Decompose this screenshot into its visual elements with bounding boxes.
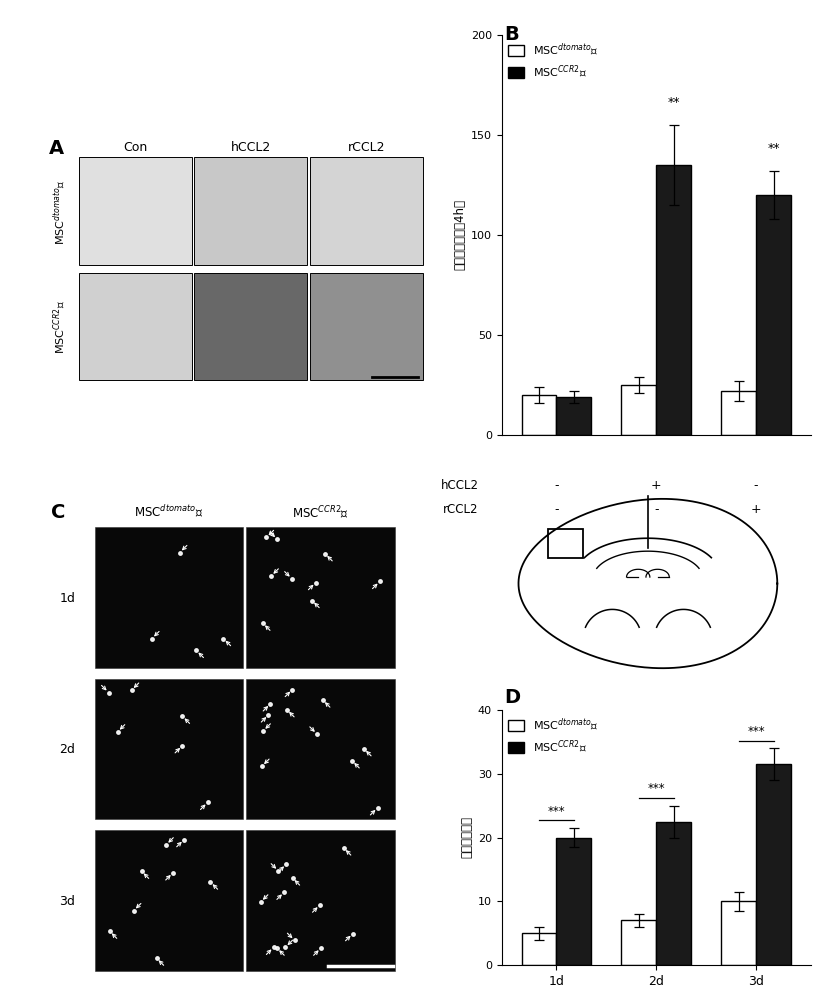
Text: **: **	[767, 142, 780, 155]
Text: D: D	[505, 688, 521, 707]
Text: **: **	[667, 96, 680, 109]
Legend: MSC$^{dtomato}$组, MSC$^{CCR2}$组: MSC$^{dtomato}$组, MSC$^{CCR2}$组	[504, 37, 603, 85]
Text: 2d: 2d	[59, 743, 75, 756]
Bar	[522, 933, 557, 965]
Text: MSC$^{CCR2}$组: MSC$^{CCR2}$组	[292, 505, 349, 521]
Text: hCCL2: hCCL2	[231, 141, 271, 154]
Text: rCCL2: rCCL2	[443, 503, 479, 516]
Bar	[194, 273, 308, 380]
Bar	[548, 529, 584, 558]
Bar	[79, 157, 192, 265]
Text: -: -	[554, 503, 558, 516]
Bar	[621, 920, 656, 965]
Legend: MSC$^{dtomato}$组, MSC$^{CCR2}$组: MSC$^{dtomato}$组, MSC$^{CCR2}$组	[504, 712, 603, 760]
Bar	[94, 527, 243, 668]
Bar	[247, 830, 395, 971]
Text: -: -	[754, 479, 758, 492]
Bar	[194, 157, 308, 265]
Text: -: -	[554, 479, 558, 492]
Bar	[756, 195, 791, 435]
Bar	[79, 273, 192, 380]
Text: MSC$^{dtomato}$组: MSC$^{dtomato}$组	[135, 505, 204, 521]
Bar	[247, 679, 395, 819]
Text: ***: ***	[548, 805, 565, 818]
Text: hCCL2: hCCL2	[441, 479, 479, 492]
Bar	[247, 527, 395, 668]
Text: +: +	[751, 503, 762, 516]
Text: MSC$^{dtomato}$组: MSC$^{dtomato}$组	[52, 179, 69, 245]
Bar	[557, 837, 591, 965]
Text: rCCL2: rCCL2	[348, 141, 385, 154]
Bar	[309, 157, 423, 265]
Y-axis label: 每视野细胞数: 每视野细胞数	[461, 816, 473, 858]
Bar	[721, 391, 756, 435]
Text: 1d: 1d	[59, 592, 75, 605]
Bar	[756, 764, 791, 965]
Text: +: +	[651, 479, 661, 492]
Text: -: -	[654, 503, 659, 516]
Bar	[557, 397, 591, 435]
Text: A: A	[48, 139, 64, 158]
Text: 3d: 3d	[59, 895, 75, 908]
Bar	[621, 385, 656, 435]
Text: C: C	[51, 503, 65, 522]
Bar	[522, 395, 557, 435]
Text: MSC$^{CCR2}$组: MSC$^{CCR2}$组	[52, 301, 69, 354]
Bar	[656, 822, 691, 965]
Y-axis label: 每视野细胞数（4h）: 每视野细胞数（4h）	[454, 200, 466, 270]
Text: B: B	[505, 25, 519, 44]
Text: ***: ***	[647, 782, 665, 795]
Bar	[309, 273, 423, 380]
Bar	[721, 901, 756, 965]
Text: ***: ***	[747, 725, 765, 738]
Bar	[656, 165, 691, 435]
Text: Con: Con	[123, 141, 147, 154]
Bar	[94, 830, 243, 971]
Bar	[94, 679, 243, 819]
